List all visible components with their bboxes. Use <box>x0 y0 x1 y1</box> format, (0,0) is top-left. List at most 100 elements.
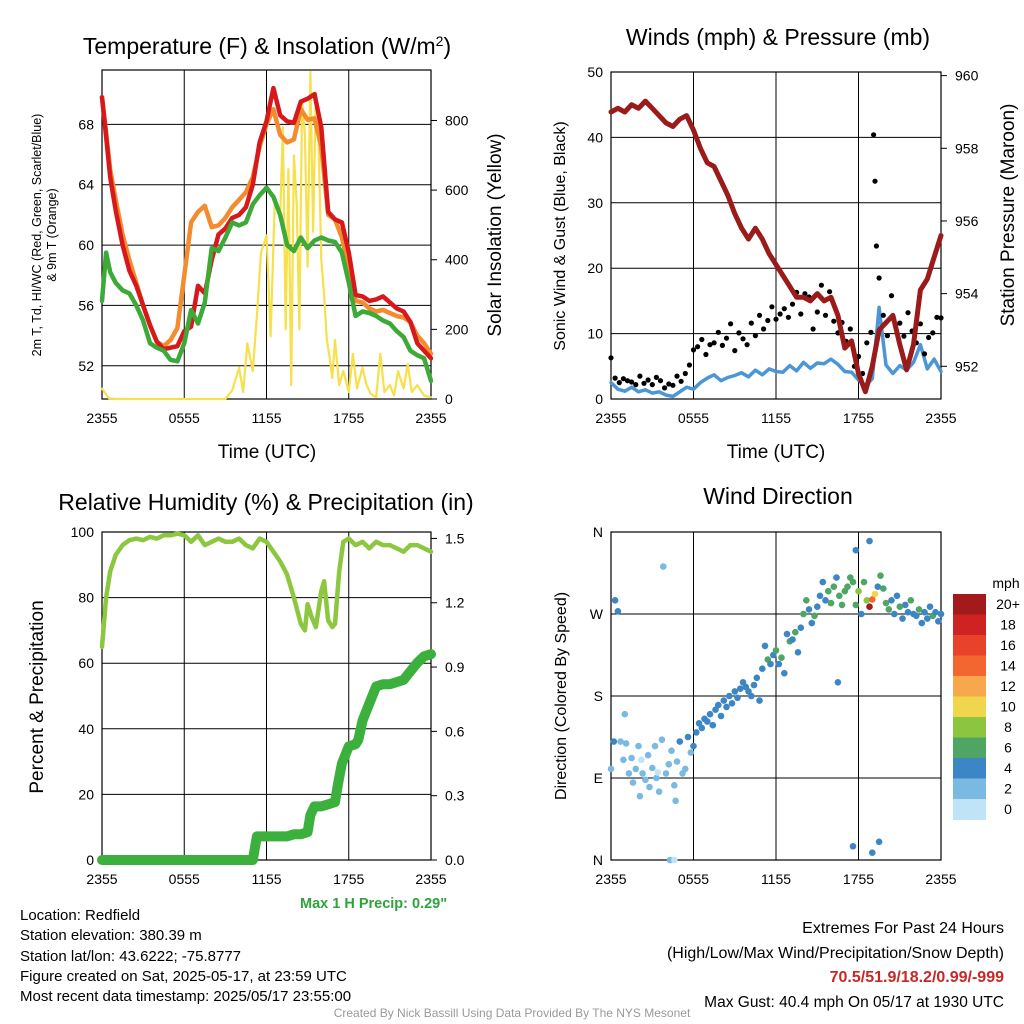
direction-point <box>698 724 706 732</box>
right-tick-label: 800 <box>445 112 469 128</box>
colorbar-label: 0 <box>1004 801 1012 817</box>
direction-point <box>653 774 660 782</box>
direction-point <box>687 749 695 756</box>
right-axis-label: Solar Insolation (Yellow) <box>485 133 506 336</box>
gust-dot <box>752 333 759 339</box>
y-axis-label: 2m T, Td, HI/WC (Red, Green, Scarlet/Blu… <box>30 114 44 357</box>
gust-dot <box>624 378 631 384</box>
direction-point <box>836 592 843 600</box>
direction-point <box>761 642 769 650</box>
direction-point <box>636 792 644 800</box>
direction-point <box>874 583 882 590</box>
direction-point <box>720 697 728 704</box>
direction-point <box>789 636 796 643</box>
x-tick-label: 1755 <box>333 410 364 426</box>
colorbar-label: 16 <box>1000 637 1016 653</box>
direction-point <box>629 779 637 786</box>
direction-point <box>676 738 684 745</box>
extremes-values: 70.5/51.9/18.2/0.99/-999 <box>829 969 1004 986</box>
right-tick-label: 954 <box>955 286 979 302</box>
direction-point <box>638 756 645 764</box>
chart-title: Wind Direction <box>703 483 853 509</box>
x-axis-label: Time (UTC) <box>218 442 317 463</box>
gust-dot <box>884 333 891 339</box>
direction-point <box>690 742 697 750</box>
direction-point <box>717 712 725 720</box>
x-tick-label: 1155 <box>251 871 281 887</box>
direction-point <box>772 647 780 654</box>
gust-dot <box>711 340 717 346</box>
direction-point <box>794 649 802 656</box>
direction-point <box>737 685 744 692</box>
dewpoint-line <box>99 185 434 384</box>
x-tick-label: 2355 <box>595 410 626 426</box>
direction-point <box>734 694 741 702</box>
direction-point <box>885 606 893 613</box>
direction-point <box>819 578 827 586</box>
direction-point <box>621 710 629 718</box>
direction-point <box>891 610 898 618</box>
gust-dot <box>798 311 804 317</box>
y-tick-label: 60 <box>78 655 94 671</box>
direction-point <box>855 587 862 595</box>
right-tick-label: 958 <box>955 140 979 156</box>
direction-point <box>620 756 627 764</box>
chart-title: Relative Humidity (%) & Precipitation (i… <box>58 489 473 515</box>
plot-frame <box>101 69 432 400</box>
direction-point <box>617 738 624 745</box>
gust-dot <box>645 377 651 383</box>
x-tick-label: 0555 <box>678 871 709 887</box>
direction-point <box>811 612 818 620</box>
direction-point <box>808 619 816 627</box>
x-tick-label: 1155 <box>251 410 281 426</box>
direction-point <box>871 590 879 598</box>
direction-point <box>896 603 904 610</box>
direction-point <box>684 733 692 741</box>
colorbar-title: mph <box>992 575 1019 591</box>
gust-dot <box>818 282 825 288</box>
x-tick-label: 2355 <box>86 410 117 426</box>
colorbar-label: 8 <box>1004 719 1012 735</box>
x-tick-label: 2355 <box>415 410 446 426</box>
direction-point <box>858 610 865 618</box>
location-text: Location: Redfield <box>20 907 141 924</box>
gust-dot <box>814 309 820 315</box>
extremes-block: Extremes For Past 24 Hours (High/Low/Max… <box>667 917 1004 1015</box>
sonic-wind-line <box>609 305 943 399</box>
y-tick-label: 50 <box>587 64 603 80</box>
direction-point <box>759 665 766 672</box>
colorbar-label: 14 <box>1000 658 1016 674</box>
colorbar-swatch <box>953 758 986 779</box>
gust-dot <box>641 380 647 386</box>
direction-point <box>792 628 799 636</box>
direction-point <box>635 742 642 750</box>
direction-point <box>655 788 663 795</box>
gust-dot <box>827 289 833 295</box>
direction-point <box>921 608 928 616</box>
direction-point <box>671 856 678 864</box>
direction-point <box>915 606 923 613</box>
direction-point <box>888 597 895 604</box>
gust-dot <box>682 370 688 377</box>
direction-point <box>907 597 915 604</box>
y-tick-label: S <box>594 688 603 704</box>
right-tick-label: 952 <box>955 358 979 374</box>
extremes-title: Extremes For Past 24 Hours <box>802 920 1004 937</box>
x-tick-label: 0555 <box>169 410 200 426</box>
direction-point <box>693 729 700 736</box>
gust-dot <box>926 334 932 341</box>
direction-point <box>913 612 920 620</box>
gust-dot <box>649 382 655 388</box>
direction-point <box>882 599 890 607</box>
gust-dot <box>761 326 767 332</box>
direction-point <box>715 701 722 709</box>
y-tick-label: E <box>594 770 603 786</box>
direction-point <box>628 754 635 762</box>
direction-point <box>632 765 640 773</box>
gust-dot <box>690 347 697 353</box>
gust-dot <box>686 362 693 368</box>
y-tick-label: 40 <box>78 721 94 737</box>
direction-point <box>723 703 730 711</box>
latlon-text: Station lat/lon: 43.6222; -75.8777 <box>20 947 242 965</box>
